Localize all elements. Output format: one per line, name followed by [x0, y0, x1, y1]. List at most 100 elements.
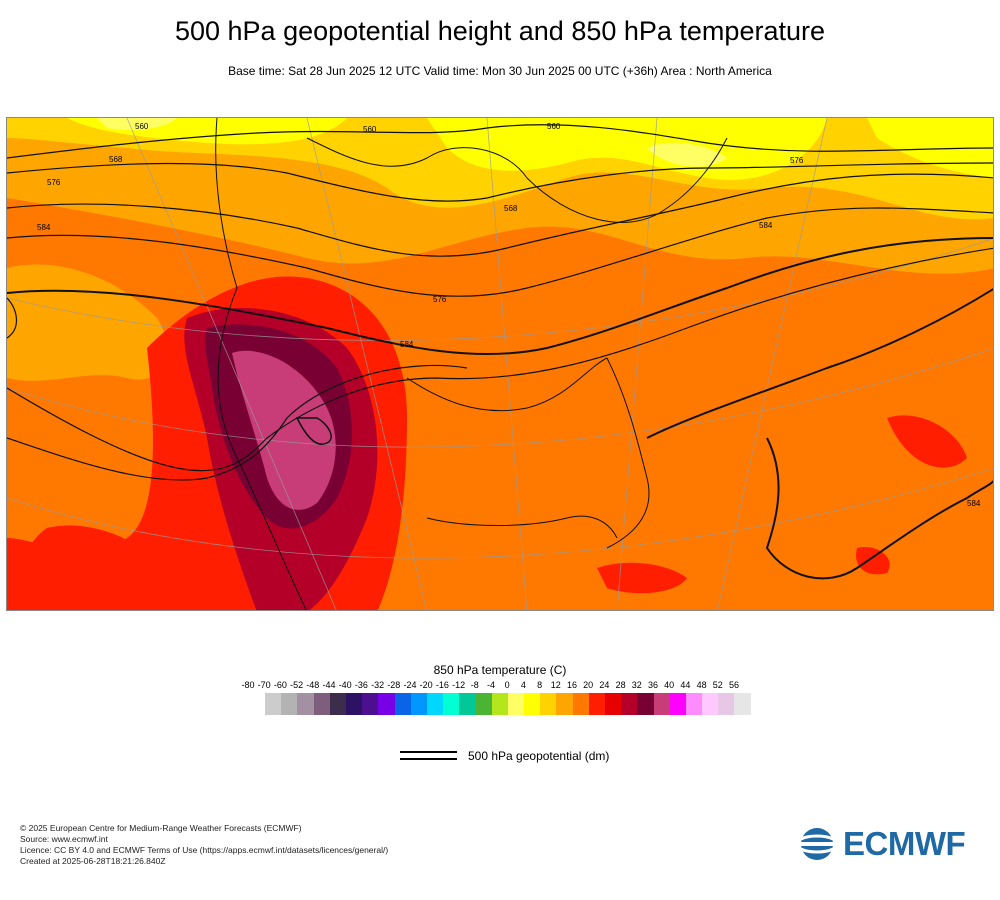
colorbar-tick-label: 32 — [631, 680, 642, 690]
contour-label: 584 — [37, 223, 51, 232]
line-sample-bottom — [400, 758, 457, 760]
colorbar-tick-label: -36 — [354, 680, 368, 690]
colorbar-tick-label: 4 — [520, 680, 526, 690]
colorbar-swatch — [621, 693, 638, 715]
contour-label: 560 — [547, 122, 561, 131]
colorbar-tick-label: -12 — [452, 680, 466, 690]
colorbar-tick-label: 16 — [566, 680, 578, 690]
colorbar-swatch — [459, 693, 476, 715]
colorbar — [265, 693, 751, 715]
colorbar-tick-label: -16 — [435, 680, 449, 690]
colorbar-swatch — [718, 693, 735, 715]
colorbar-swatch — [572, 693, 589, 715]
colorbar-tick-label: 56 — [728, 680, 740, 690]
footer: © 2025 European Centre for Medium-Range … — [20, 823, 388, 867]
graticule — [7, 118, 993, 610]
contour-label: 576 — [47, 178, 61, 187]
footer-licence: Licence: CC BY 4.0 and ECMWF Terms of Us… — [20, 845, 389, 855]
colorbar-tick-label: -80 — [241, 680, 255, 690]
colorbar-tick-label: 36 — [647, 680, 659, 690]
colorbar-swatch — [556, 693, 573, 715]
colorbar-tick-label: -24 — [403, 680, 417, 690]
contour-label: 576 — [790, 156, 804, 165]
temp-field-0 — [97, 118, 727, 167]
colorbar-swatch — [345, 693, 363, 715]
colorbar-tick-label: -8 — [470, 680, 479, 690]
colorbar-tick-label: 52 — [712, 680, 723, 690]
colorbar-swatch — [491, 693, 508, 715]
colorbar-swatch — [475, 693, 492, 715]
colorbar-swatch — [313, 693, 330, 715]
colorbar-swatch — [443, 693, 460, 715]
colorbar-swatch — [378, 693, 395, 715]
colorbar-tick-label: -32 — [371, 680, 385, 690]
colorbar-tick-label: -70 — [257, 680, 271, 690]
colorbar-tick-label: 44 — [680, 680, 691, 690]
footer-copyright: © 2025 European Centre for Medium-Range … — [20, 823, 302, 833]
colorbar-tick-label: -4 — [486, 680, 496, 690]
colorbar-swatch — [394, 693, 411, 715]
contour-label: 584 — [967, 499, 981, 508]
colorbar-swatch — [637, 693, 654, 715]
line-sample-top — [400, 751, 457, 753]
colorbar-tick-label: 8 — [537, 680, 543, 690]
footer-created: Created at 2025-06-28T18:21:26.840Z — [20, 856, 166, 866]
colorbar-tick-label: -52 — [290, 680, 304, 690]
colorbar-swatch — [604, 693, 622, 715]
contour-label: 576 — [433, 295, 447, 304]
contour-label: 560 — [363, 125, 377, 134]
footer-source: Source: www.ecmwf.int — [20, 834, 108, 844]
colorbar-swatch — [540, 693, 557, 715]
contour-labels: 560 560 560 568 576 576 584 584 576 584 … — [37, 122, 981, 508]
ecmwf-logo-text: ECMWF — [843, 825, 966, 862]
ecmwf-logo-icon — [795, 828, 839, 860]
map-panel: 560 560 560 568 576 576 584 584 576 584 … — [6, 117, 994, 611]
contour-label: 568 — [109, 155, 123, 164]
colorbar-title: 850 hPa temperature (C) — [433, 663, 567, 677]
map-svg: 560 560 560 568 576 576 584 584 576 584 … — [7, 118, 993, 610]
colorbar-swatch — [362, 693, 379, 715]
colorbar-swatch — [653, 693, 670, 715]
contour-label: 584 — [400, 340, 414, 349]
contour-label: 560 — [135, 122, 149, 131]
geopotential-contours — [7, 124, 993, 580]
colorbar-swatch — [685, 693, 703, 715]
colorbar-tick-label: -60 — [273, 680, 287, 690]
temp-field-36 — [232, 350, 336, 510]
colorbar-swatch — [410, 693, 427, 715]
colorbar-tick-label: -44 — [322, 680, 336, 690]
colorbar-tick-label: 24 — [599, 680, 610, 690]
line-legend: 500 hPa geopotential (dm) — [400, 749, 700, 769]
colorbar-tick-label: 20 — [583, 680, 594, 690]
colorbar-swatch — [265, 693, 282, 715]
colorbar-tick-label: -28 — [387, 680, 401, 690]
colorbar-tick-label: 28 — [615, 680, 626, 690]
colorbar-swatch — [426, 693, 444, 715]
colorbar-tick-label: 0 — [504, 680, 510, 690]
temp-field-4 — [67, 118, 993, 180]
colorbar-tick-label: 12 — [550, 680, 561, 690]
chart-subtitle: Base time: Sat 28 Jun 2025 12 UTC Valid … — [228, 64, 772, 78]
colorbar-tick-label: -20 — [419, 680, 433, 690]
colorbar-swatch — [734, 693, 751, 715]
colorbar-ticks: -80 -70 -60 -52 -48 -44 -40 -36 -32 -28 -24 -20 -16-… — [0, 680, 1000, 692]
colorbar-tick-label: -48 — [306, 680, 320, 690]
colorbar-swatch — [702, 693, 719, 715]
colorbar-swatch — [524, 693, 541, 715]
colorbar-swatch — [297, 693, 314, 715]
colorbar-tick-label: 40 — [664, 680, 675, 690]
ecmwf-logo: ECMWF — [795, 825, 966, 862]
contour-label: 568 — [504, 204, 518, 213]
line-legend-label: 500 hPa geopotential (dm) — [468, 749, 610, 763]
chart-title: 500 hPa geopotential height and 850 hPa … — [174, 16, 825, 46]
colorbar-swatch — [507, 693, 524, 715]
colorbar-swatch — [669, 693, 686, 715]
colorbar-swatch — [281, 693, 298, 715]
colorbar-tick-label: 48 — [696, 680, 707, 690]
coastlines — [215, 118, 728, 610]
temp-field-mexico-pacific — [24, 525, 167, 610]
colorbar-tick-label: -40 — [338, 680, 352, 690]
colorbar-swatch — [588, 693, 605, 715]
contour-label: 584 — [759, 221, 773, 230]
colorbar-swatch — [329, 693, 346, 715]
